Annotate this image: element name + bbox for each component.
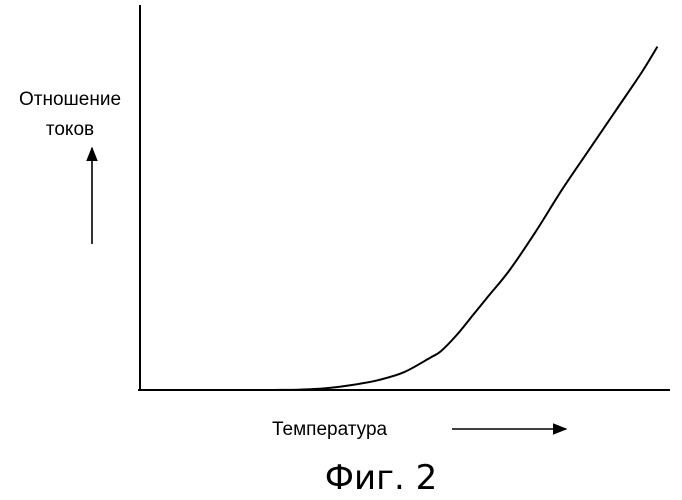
y-axis-label-line-1: Отношение [19,89,121,110]
y-axis-label-line-2: токов [46,119,94,140]
figure-caption: Фиг. 2 [325,458,437,498]
x-axis-label: Температура [272,419,388,440]
series-line [271,46,659,391]
